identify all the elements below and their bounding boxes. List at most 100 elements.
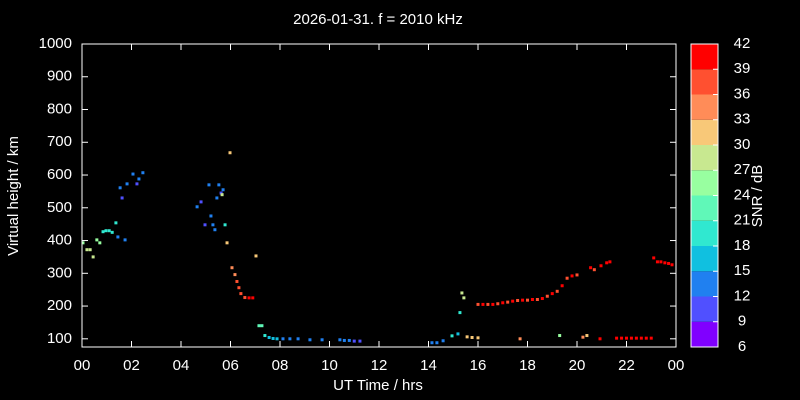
point <box>260 324 264 328</box>
point <box>535 298 539 302</box>
point <box>575 273 579 277</box>
point <box>615 336 619 340</box>
point <box>667 261 671 265</box>
y-axis-label: Virtual height / km <box>5 136 22 256</box>
point <box>352 339 356 343</box>
point <box>271 336 275 340</box>
y-tick-label: 800 <box>47 100 72 117</box>
point <box>141 171 145 175</box>
point <box>221 188 225 192</box>
point <box>81 241 85 245</box>
colorbar-swatch <box>691 271 718 297</box>
point <box>456 332 460 336</box>
colorbar-tick-label: 42 <box>734 35 751 52</box>
point <box>598 337 602 341</box>
point <box>296 337 300 341</box>
point <box>95 238 99 242</box>
colorbar-tick-label: 21 <box>734 212 751 229</box>
point <box>655 260 659 264</box>
point <box>131 172 135 176</box>
point <box>267 336 271 340</box>
point <box>135 182 139 186</box>
point <box>481 302 485 306</box>
point <box>430 341 434 345</box>
y-tick-label: 600 <box>47 166 72 183</box>
point <box>110 230 114 234</box>
point <box>470 336 474 340</box>
y-tick-label: 500 <box>47 199 72 216</box>
point <box>491 302 495 306</box>
x-tick-label: 02 <box>123 357 140 374</box>
x-tick-label: 00 <box>668 357 685 374</box>
point <box>560 284 564 288</box>
x-tick-label: 14 <box>420 357 437 374</box>
x-tick-label: 22 <box>618 357 635 374</box>
colorbar-tick-label: 18 <box>734 237 751 254</box>
point <box>545 294 549 298</box>
point <box>652 256 656 260</box>
point <box>239 292 243 296</box>
point <box>581 335 585 339</box>
point <box>465 335 469 339</box>
point <box>540 297 544 301</box>
x-tick-label: 04 <box>173 357 190 374</box>
colorbar-swatch <box>691 69 718 95</box>
point <box>114 221 118 225</box>
point <box>123 238 127 242</box>
point <box>230 266 234 270</box>
point <box>342 338 346 342</box>
colorbar-tick-label: 6 <box>738 338 746 355</box>
point <box>219 191 223 195</box>
point <box>476 302 480 306</box>
point <box>209 214 213 218</box>
point <box>101 230 105 234</box>
point <box>195 205 199 209</box>
y-tick-label: 100 <box>47 330 72 347</box>
point <box>625 336 628 340</box>
point <box>476 336 480 340</box>
point <box>85 248 89 252</box>
point <box>663 261 667 265</box>
point <box>116 235 120 239</box>
point <box>281 337 285 341</box>
point <box>458 311 462 315</box>
point <box>125 182 129 186</box>
point <box>460 291 464 295</box>
point <box>347 338 351 342</box>
colorbar-swatch <box>691 246 718 272</box>
point <box>237 286 241 290</box>
point <box>320 338 324 342</box>
colorbar-tick-label: 12 <box>734 287 751 304</box>
x-tick-label: 08 <box>272 357 289 374</box>
point <box>211 223 215 227</box>
y-tick-label: 1000 <box>39 35 72 52</box>
point <box>217 183 221 187</box>
x-tick-label: 12 <box>371 357 388 374</box>
point <box>550 292 554 296</box>
x-tick-label: 06 <box>222 357 239 374</box>
y-tick-label: 900 <box>47 68 72 85</box>
point <box>639 336 643 340</box>
point <box>338 338 342 342</box>
point <box>511 299 515 303</box>
point <box>207 183 211 187</box>
chart-title: 2026-01-31. f = 2010 kHz <box>293 11 463 28</box>
point <box>620 336 624 340</box>
point <box>104 229 108 233</box>
point <box>592 268 596 272</box>
colorbar-swatch <box>691 145 718 171</box>
x-tick-label: 16 <box>470 357 487 374</box>
point <box>462 296 466 300</box>
point <box>203 223 207 227</box>
point <box>233 273 237 277</box>
x-axis-label: UT Time / hrs <box>333 377 423 394</box>
point <box>275 337 279 341</box>
colorbar-tick-label: 33 <box>734 111 751 128</box>
point <box>441 339 445 343</box>
point <box>565 276 569 280</box>
colorbar-swatch <box>691 321 718 347</box>
point <box>251 296 255 300</box>
x-tick-label: 20 <box>569 357 586 374</box>
point <box>526 298 529 302</box>
